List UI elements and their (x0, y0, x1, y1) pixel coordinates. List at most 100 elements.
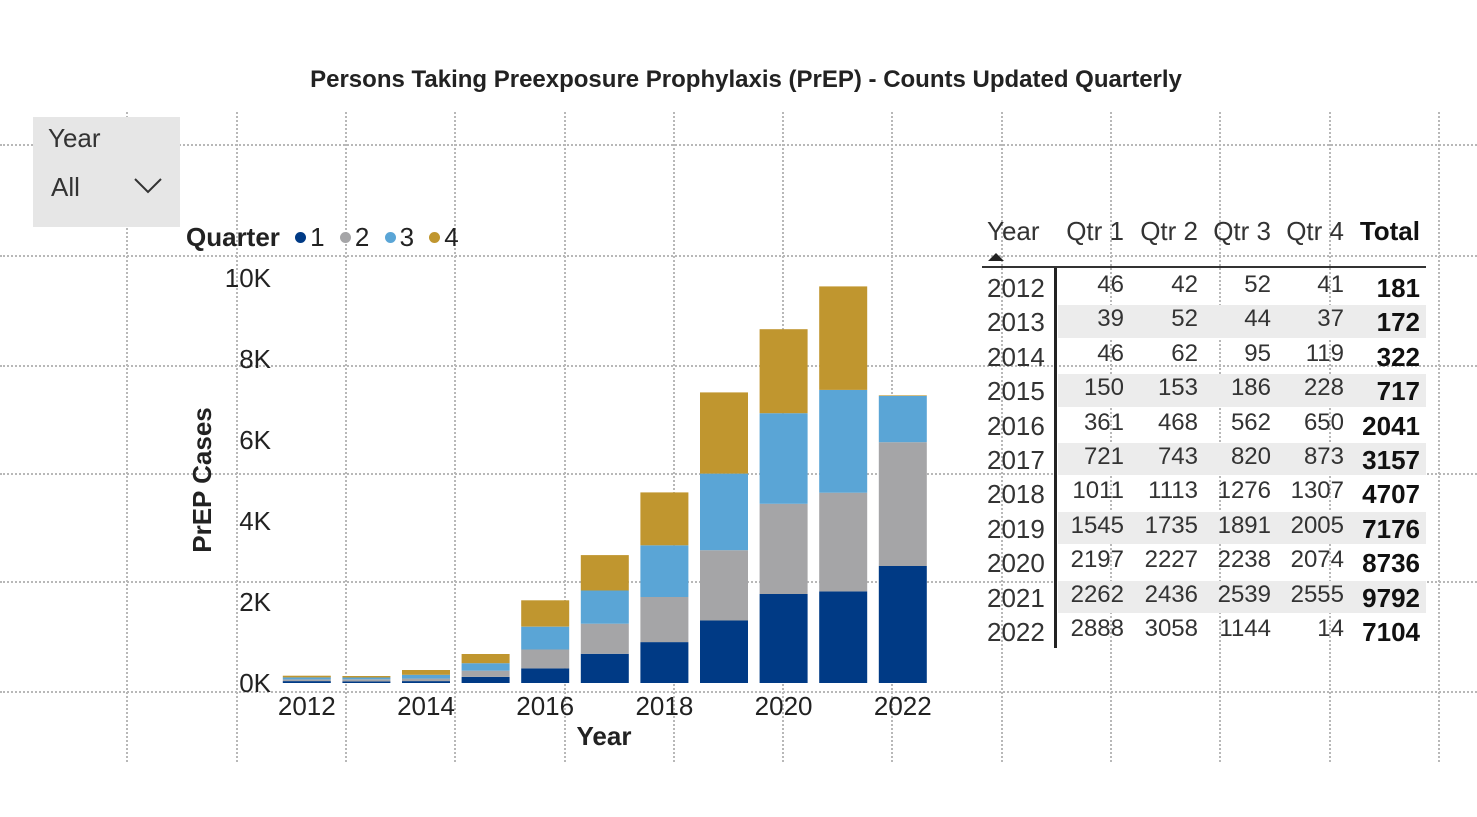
bar-segment-2022-q4[interactable] (878, 395, 927, 396)
table-cell: 46 (1097, 339, 1124, 367)
table-cell: 3058 (1144, 615, 1198, 642)
bar-segment-2014-q2[interactable] (402, 678, 450, 682)
table-cell: 1276 (1217, 477, 1271, 505)
table-cell: 562 (1230, 408, 1271, 436)
bar-segment-2021-q3[interactable] (819, 389, 868, 493)
bar-segment-2013-q3[interactable] (342, 677, 391, 680)
legend-item-q1[interactable]: 1 (295, 222, 325, 253)
legend-dot-icon (339, 232, 351, 243)
bar-segment-2018-q2[interactable] (640, 597, 689, 643)
legend-item-q2[interactable]: 2 (339, 222, 369, 253)
bar-segment-2021-q2[interactable] (819, 492, 868, 592)
table-cell: 37 (1317, 305, 1344, 333)
table-cell: 1144 (1219, 615, 1271, 642)
table-cell-total: 4707 (1362, 479, 1420, 510)
bar-segment-2013-q2[interactable] (342, 679, 391, 682)
bar-segment-2013-q1[interactable] (342, 681, 391, 683)
bar-segment-2013-q4[interactable] (342, 676, 391, 678)
bar-segment-2012-q1[interactable] (282, 681, 331, 683)
table-cell: 468 (1157, 408, 1198, 436)
bar-segment-2012-q3[interactable] (282, 677, 331, 680)
table-cell: 14 (1317, 615, 1344, 642)
table-cell: 44 (1244, 305, 1271, 333)
bar-segment-2015-q3[interactable] (461, 663, 510, 671)
bar-segment-2012-q2[interactable] (282, 679, 331, 682)
bar-segment-2022-q1[interactable] (878, 566, 927, 683)
bar-segment-2017-q4[interactable] (580, 555, 629, 591)
table-row-year: 2021 (987, 582, 1045, 613)
bar-segment-2020-q4[interactable] (759, 329, 808, 414)
bar-segment-2014-q4[interactable] (402, 670, 450, 675)
legend-dot-icon (384, 232, 396, 243)
canvas-gridline (564, 112, 566, 762)
table-header-qtr-1: Qtr 1 (1066, 216, 1124, 246)
bar-segment-2012-q4[interactable] (282, 675, 331, 678)
bar-segment-2018-q1[interactable] (640, 642, 689, 683)
table-cell-total: 7176 (1362, 513, 1420, 544)
table-row-year: 2012 (987, 273, 1045, 303)
canvas-gridline (1001, 112, 1003, 762)
table-cell: 1011 (1072, 477, 1124, 505)
y-tick-label: 4K (239, 506, 271, 536)
table-cell: 41 (1317, 271, 1344, 298)
bar-segment-2022-q3[interactable] (878, 395, 927, 443)
year-slicer[interactable]: Year All (33, 117, 180, 227)
table-cell: 2539 (1217, 580, 1271, 608)
bar-segment-2015-q4[interactable] (461, 654, 510, 664)
bar-segment-2018-q4[interactable] (640, 492, 689, 546)
chart-bars (282, 286, 927, 683)
bar-segment-2015-q1[interactable] (461, 676, 510, 683)
bar-segment-2019-q3[interactable] (700, 473, 748, 551)
chevron-down-icon[interactable] (133, 174, 163, 196)
bar-segment-2021-q1[interactable] (819, 591, 868, 683)
table-cell: 153 (1157, 374, 1198, 402)
table-cell: 95 (1244, 339, 1271, 367)
table-cell: 1735 (1144, 511, 1198, 539)
table-cell: 39 (1097, 305, 1124, 333)
table-header-total: Total (1359, 216, 1420, 246)
bar-segment-2015-q2[interactable] (461, 670, 510, 677)
table-row-band (1058, 305, 1426, 338)
bar-segment-2017-q1[interactable] (580, 653, 629, 683)
slicer-selected-value[interactable]: All (51, 172, 80, 202)
table-cell: 62 (1171, 339, 1198, 367)
bar-segment-2016-q2[interactable] (521, 649, 570, 669)
table-row-year: 2015 (987, 376, 1045, 407)
bar-segment-2020-q2[interactable] (759, 503, 808, 594)
table-cell: 2436 (1144, 580, 1198, 608)
table-cell: 2238 (1217, 546, 1271, 574)
table-header-year: Year (987, 216, 1040, 246)
bar-segment-2019-q4[interactable] (700, 392, 748, 474)
table-row-year: 2020 (987, 548, 1045, 579)
bar-segment-2020-q1[interactable] (759, 594, 808, 683)
table-row-band (1058, 443, 1426, 476)
bar-segment-2020-q3[interactable] (759, 413, 808, 504)
table-cell-total: 2041 (1362, 410, 1420, 441)
bar-segment-2014-q1[interactable] (402, 681, 450, 683)
bar-segment-2019-q2[interactable] (700, 550, 748, 621)
bar-segment-2014-q3[interactable] (402, 674, 450, 679)
bar-segment-2016-q4[interactable] (521, 600, 570, 627)
bar-segment-2018-q3[interactable] (640, 545, 689, 597)
y-tick-label: 10K (225, 263, 272, 293)
y-tick-label: 2K (239, 587, 271, 617)
bar-segment-2017-q2[interactable] (580, 623, 629, 654)
bar-segment-2016-q1[interactable] (521, 668, 570, 683)
sort-ascending-icon[interactable] (986, 251, 1006, 263)
legend-label: 4 (444, 222, 459, 252)
x-tick-label: 2018 (635, 691, 693, 721)
bar-segment-2021-q4[interactable] (819, 286, 868, 390)
bar-segment-2022-q2[interactable] (878, 442, 927, 566)
bar-segment-2017-q3[interactable] (580, 590, 629, 624)
table-cell: 52 (1244, 271, 1271, 298)
canvas-gridline (1110, 112, 1112, 762)
table-row-year: 2016 (987, 410, 1045, 441)
legend-item-q4[interactable]: 4 (429, 222, 459, 253)
bar-segment-2016-q3[interactable] (521, 626, 570, 650)
y-tick-label: 6K (239, 425, 271, 455)
table-cell: 1545 (1070, 511, 1124, 539)
bar-segment-2019-q1[interactable] (700, 620, 748, 683)
legend-item-q3[interactable]: 3 (384, 222, 414, 253)
table-header-qtr-3: Qtr 3 (1213, 216, 1271, 246)
